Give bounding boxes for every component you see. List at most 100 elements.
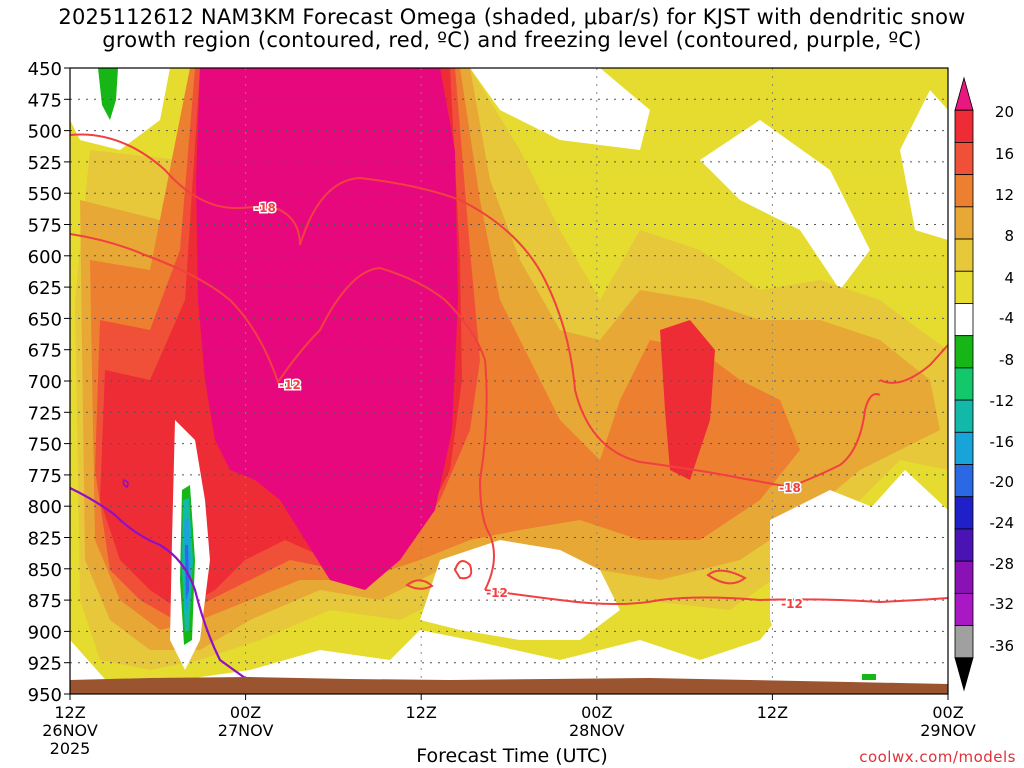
terrain-surface: [70, 677, 948, 694]
colorbar-swatch: [954, 109, 974, 143]
dendritic-growth-contour: [879, 344, 948, 384]
x-tick-label: 00Z: [932, 703, 963, 722]
colorbar-swatch: [954, 174, 974, 208]
y-tick-label: 525: [28, 153, 62, 174]
chart-title-line-1: 2025112612 NAM3KM Forecast Omega (shaded…: [58, 5, 966, 29]
colorbar-swatch: [954, 335, 974, 369]
colorbar-swatch: [954, 367, 974, 401]
omega-band-negative: [862, 674, 876, 680]
colorbar-label: 8: [1004, 227, 1014, 245]
colorbar-swatch: [954, 431, 974, 465]
omega-band-neutral: [70, 640, 110, 685]
colorbar-label: 12: [995, 186, 1014, 204]
omega-band-neutral: [700, 120, 870, 290]
omega-band-neutral: [900, 90, 948, 240]
y-tick-label: 700: [28, 372, 62, 393]
colorbar-label: -16: [990, 433, 1015, 451]
x-tick-label: 00Z: [230, 703, 261, 722]
colorbar-swatch: [954, 238, 974, 272]
y-tick-label: 750: [28, 435, 62, 456]
omega-shading: [70, 68, 948, 685]
colorbar-label: -32: [990, 595, 1015, 613]
colorbar-swatch: [954, 399, 974, 433]
omega-band-neutral: [470, 68, 650, 150]
colorbar-label: -20: [990, 473, 1015, 491]
y-tick-label: 800: [28, 497, 62, 518]
colorbar-cap-bottom: [954, 657, 974, 692]
x-tick-label: 28NOV: [569, 721, 625, 740]
dendritic-growth-contour: [405, 579, 434, 590]
x-tick-label: 12Z: [54, 703, 85, 722]
x-axis-label: Forecast Time (UTC): [416, 745, 608, 767]
colorbar-swatch: [954, 496, 974, 530]
contour-label: -12: [279, 378, 301, 392]
y-tick-label: 725: [28, 403, 62, 424]
y-tick-label: 625: [28, 278, 62, 299]
colorbar-label: 4: [1004, 269, 1014, 287]
contour-label: -12: [781, 597, 803, 611]
colorbar-label: -36: [990, 637, 1015, 655]
dendritic-growth-contour: [70, 133, 791, 488]
terrain-band: [70, 677, 948, 694]
y-tick-label: 550: [28, 184, 62, 205]
y-tick-label: 650: [28, 309, 62, 330]
colorbar: 20 16 12 8 4 -4 -8 -12 -16 -20 -24 -28 -32 -36: [954, 76, 1015, 692]
x-tick-label: 29NOV: [920, 721, 976, 740]
colorbar-cap-top: [954, 76, 974, 111]
y-tick-label: 450: [28, 59, 62, 80]
omega-band-max: [196, 68, 458, 590]
x-tick-label: 2025: [50, 739, 91, 758]
y-tick-label: 950: [28, 685, 62, 706]
colorbar-swatch: [954, 592, 974, 626]
colorbar-swatch: [954, 625, 974, 659]
chart-title-line-2: growth region (contoured, red, ºC) and f…: [102, 28, 922, 52]
contour-label: -18: [779, 481, 801, 495]
freezing-level-contour: [122, 479, 129, 488]
y-tick-label: 825: [28, 529, 62, 550]
colorbar-label: 16: [995, 145, 1014, 163]
colorbar-swatch: [954, 206, 974, 240]
dendritic-growth-contour: [789, 393, 881, 488]
colorbar-swatch: [954, 464, 974, 498]
y-tick-label: 900: [28, 622, 62, 643]
x-tick-label: 12Z: [406, 703, 437, 722]
dendritic-growth-contour: [453, 560, 473, 580]
y-tick-label: 475: [28, 90, 62, 111]
colorbar-label: -24: [990, 514, 1015, 532]
colorbar-label: -12: [990, 392, 1015, 410]
source-credit: coolwx.com/models: [859, 748, 1016, 766]
omega-band-negative: [98, 68, 118, 120]
y-tick-label: 775: [28, 466, 62, 487]
dendritic-growth-contour: [70, 233, 495, 591]
colorbar-swatch: [954, 528, 974, 562]
contour-label: -18: [254, 201, 276, 215]
temperature-contours: -18 -12 -12 -12 -18: [70, 133, 948, 679]
dendritic-growth-contour: [706, 569, 747, 585]
y-tick-label: 925: [28, 654, 62, 675]
colorbar-swatch: [954, 560, 974, 594]
x-tick-label: 00Z: [581, 703, 612, 722]
x-tick-label: 26NOV: [42, 721, 98, 740]
omega-band-24-28: [660, 320, 715, 480]
x-tick-label: 27NOV: [218, 721, 274, 740]
y-tick-label: 675: [28, 341, 62, 362]
omega-band-neutral: [70, 68, 170, 150]
colorbar-label: -8: [999, 351, 1014, 369]
dendritic-growth-contour: [484, 589, 948, 605]
colorbar-swatch: [954, 270, 974, 304]
colorbar-swatch: [954, 303, 974, 337]
colorbar-label: -4: [999, 309, 1014, 327]
colorbar-label: 20: [995, 103, 1014, 121]
omega-band-neutral: [770, 490, 948, 680]
x-tick-label: 12Z: [757, 703, 788, 722]
freezing-level-contour: [70, 487, 246, 679]
y-tick-label: 500: [28, 122, 62, 143]
y-tick-label: 575: [28, 216, 62, 237]
y-tick-label: 600: [28, 247, 62, 268]
contour-label: -12: [486, 586, 508, 600]
y-tick-label: 875: [28, 591, 62, 612]
y-axis: 450 475 500 525 550 575 600 625 650 675 700 725 750 7…: [28, 59, 70, 706]
colorbar-label: -28: [990, 555, 1015, 573]
